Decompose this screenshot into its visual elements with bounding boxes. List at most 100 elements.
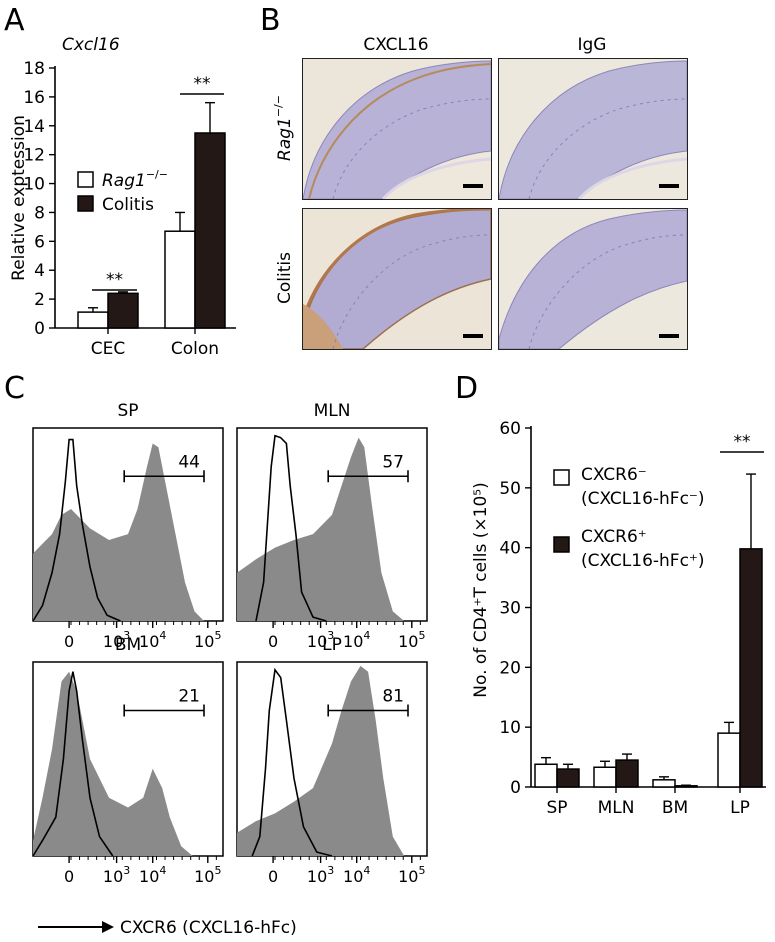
y-tick-label: 14	[23, 117, 45, 137]
y-tick-label: 2	[34, 290, 45, 310]
bar	[534, 763, 558, 788]
bar	[717, 732, 741, 788]
bar	[107, 292, 139, 329]
tick-exponent: 4	[363, 629, 370, 642]
legend-colitis-label: Colitis	[102, 195, 154, 215]
histogram-title: LP	[322, 635, 342, 655]
gate-percent: 44	[178, 452, 200, 472]
x-tick-label: 0	[268, 867, 278, 886]
significance-label: **	[194, 74, 211, 94]
x-tick-label: MLN	[598, 798, 635, 818]
histogram-control-outline	[255, 434, 327, 622]
y-tick-label: 16	[23, 88, 45, 108]
panel-c-axis-label: CXCR6 (CXCL16-hFc)	[120, 918, 297, 938]
x-tick-label: 104	[139, 864, 166, 886]
tick-base: 10	[139, 632, 159, 651]
tick-exponent: 3	[123, 629, 130, 642]
y-tick-label: 0	[510, 778, 521, 798]
y-tick-label: 40	[499, 539, 521, 559]
gate-percent: 81	[382, 687, 404, 707]
bar	[556, 768, 580, 788]
histogram-filled-area	[237, 437, 427, 621]
tick-exponent: 5	[214, 629, 221, 642]
tick-exponent: 3	[123, 864, 130, 877]
x-tick-label: 105	[398, 629, 425, 651]
x-tick-label: LP	[730, 798, 750, 818]
y-tick-label: 30	[499, 599, 521, 619]
legend-rag-label: Rag1−/−	[102, 168, 168, 191]
bar	[164, 230, 196, 329]
x-tick-label: BM	[662, 798, 688, 818]
gate-percent: 21	[178, 687, 200, 707]
x-tick-label: 105	[398, 864, 425, 886]
legend-rag-sup: −/−	[146, 168, 168, 181]
y-tick-label: 60	[499, 419, 521, 439]
gate-percent: 57	[382, 452, 404, 472]
tissue-drawing	[303, 59, 491, 199]
tissue-image-colitis-igg	[498, 208, 688, 350]
y-tick-label: 50	[499, 479, 521, 499]
bar	[615, 759, 639, 788]
bar	[593, 766, 617, 788]
tissue-drawing	[499, 59, 687, 199]
x-tick-label: 103	[307, 629, 334, 651]
legend-neg-line2: (CXCL16-hFc⁻)	[581, 489, 705, 509]
panel-a-y-axis-label: Relative exptession	[9, 115, 29, 281]
panel-b-letter: B	[260, 3, 281, 38]
panel-a-letter: A	[4, 3, 25, 38]
tissue-image-rag-cxcl16	[302, 58, 492, 200]
panel-d-y-axis-label: No. of CD4⁺T cells (×10⁵)	[471, 482, 491, 697]
x-tick-label: 105	[194, 864, 221, 886]
x-tick-label: 0	[268, 632, 278, 651]
panel-b-col-cxcl16: CXCL16	[363, 35, 428, 55]
x-tick-label: 104	[139, 629, 166, 651]
legend-pos-swatch	[553, 536, 570, 553]
tick-base: 0	[64, 632, 74, 651]
legend-pos-line1: CXCR6⁺	[581, 527, 647, 547]
histogram-title: SP	[117, 401, 138, 421]
tick-exponent: 5	[418, 629, 425, 642]
tissue-drawing	[499, 209, 687, 349]
tick-base: 10	[398, 632, 418, 651]
tick-exponent: 3	[327, 629, 334, 642]
tick-exponent: 4	[363, 864, 370, 877]
panel-a-gene-title: Cxcl16	[62, 35, 120, 55]
bar	[739, 548, 763, 788]
y-tick-label: 10	[499, 718, 521, 738]
bar	[674, 785, 698, 788]
histogram-control-outline	[251, 667, 333, 857]
tick-exponent: 5	[214, 864, 221, 877]
tick-base: 10	[307, 867, 327, 886]
panel-a-bar-chart: 0 2 4 6 8 10 12 14 16 18 CEC Colon ** **	[23, 59, 236, 359]
bar	[652, 779, 676, 788]
panel-d-bar-chart: 0 10 20 30 40 50 60 SP MLN BM LP **	[499, 419, 766, 818]
legend-neg-swatch	[553, 469, 570, 486]
row-rag-main: Rag1	[275, 117, 295, 161]
tick-exponent: 5	[418, 864, 425, 877]
tick-base: 10	[307, 632, 327, 651]
histogram-title: MLN	[314, 401, 351, 421]
x-tick-label: 103	[103, 629, 130, 651]
y-tick-label: 18	[23, 59, 45, 79]
x-tick-label: 105	[194, 629, 221, 651]
tick-base: 10	[139, 867, 159, 886]
bar	[194, 132, 226, 329]
tick-base: 10	[343, 632, 363, 651]
panel-b-col-igg: IgG	[578, 35, 607, 55]
y-tick-label: 6	[34, 232, 45, 252]
y-tick-label: 12	[23, 146, 45, 166]
tick-base: 0	[268, 632, 278, 651]
y-tick-label: 8	[34, 203, 45, 223]
histogram-filled-area	[33, 443, 223, 621]
tick-base: 10	[103, 867, 123, 886]
x-tick-label: 104	[343, 864, 370, 886]
y-tick-label: 4	[34, 261, 45, 281]
panel-b-row-colitis: Colitis	[275, 252, 295, 304]
tick-base: 10	[398, 867, 418, 886]
tick-exponent: 3	[327, 864, 334, 877]
x-tick-label: Colon	[171, 339, 219, 359]
histogram-control-outline	[32, 438, 121, 622]
y-tick-label: 10	[23, 175, 45, 195]
tick-base: 10	[194, 867, 214, 886]
panel-d-letter: D	[455, 371, 478, 406]
